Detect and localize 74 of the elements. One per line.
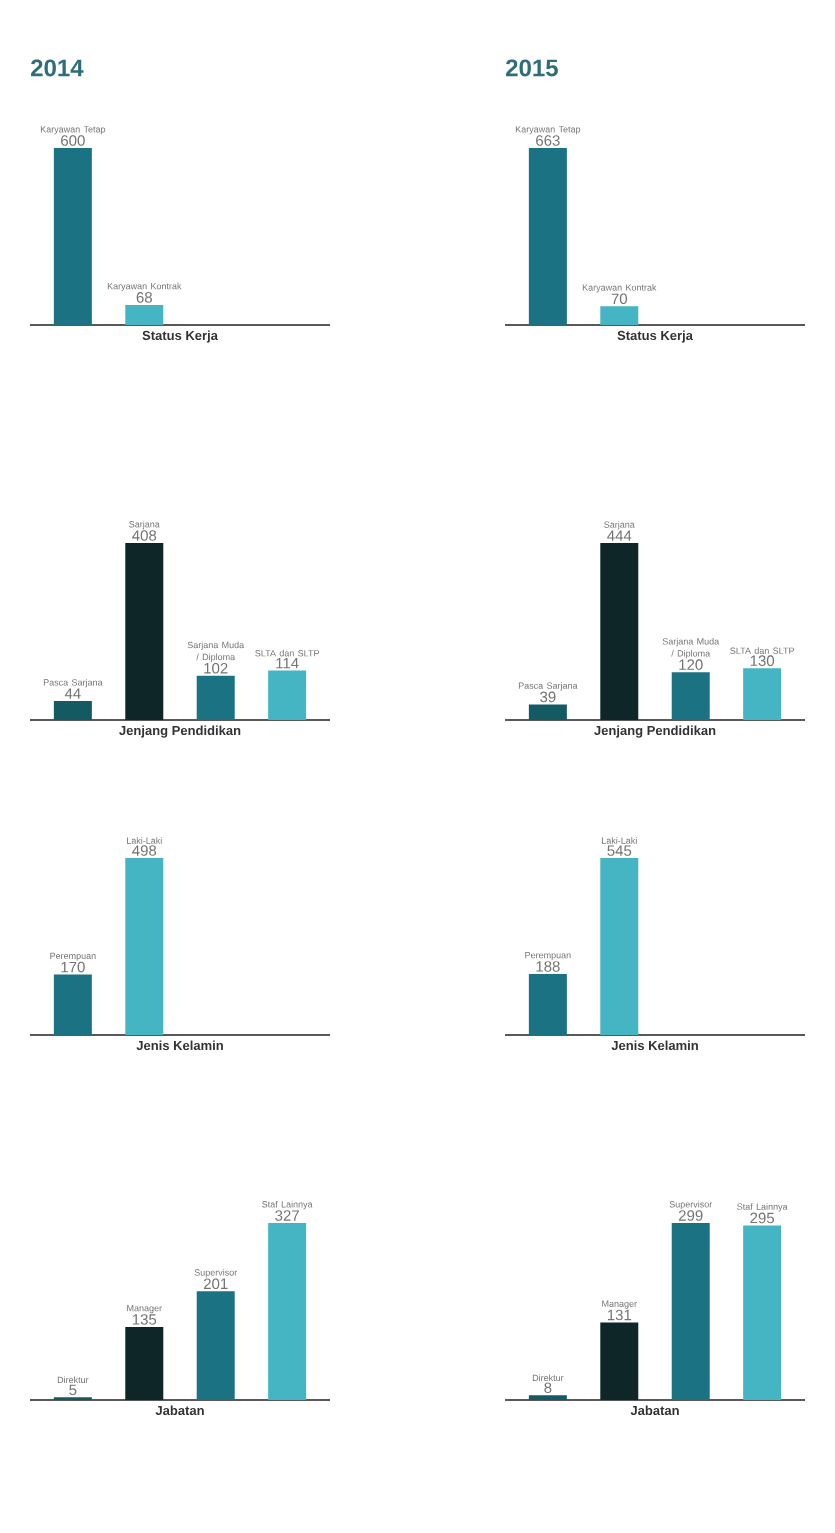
- x-tick-label: Direktur: [57, 1376, 89, 1384]
- bar: [196, 675, 235, 720]
- data-label: 68: [136, 292, 152, 303]
- bar: [125, 543, 164, 720]
- x-tick-label: Karyawan Tetap: [40, 126, 106, 135]
- x-tick-label: Karyawan Kontrak: [582, 284, 657, 293]
- x-axis-title: Jabatan: [155, 1405, 204, 1416]
- x-tick-label: Perempuan: [50, 952, 96, 961]
- x-tick-label: Staf Lainnya: [262, 1200, 313, 1210]
- bar: [743, 668, 782, 720]
- data-label: 498: [132, 845, 157, 856]
- bar: [743, 1225, 782, 1400]
- data-label: 114: [276, 658, 299, 669]
- data-label: 102: [204, 662, 228, 674]
- x-tick-label: Manager: [602, 1300, 637, 1309]
- x-tick-label: Staf Lainnya: [737, 1203, 788, 1212]
- data-label: 327: [275, 1210, 299, 1221]
- bar: [528, 704, 567, 720]
- x-axis-title: Status Kerja: [617, 330, 693, 343]
- chart-title: 2015: [506, 59, 558, 77]
- bar: [600, 1322, 639, 1400]
- x-tick-label: Pasca Sarjana: [43, 679, 103, 688]
- x-axis-title: Jenis Kelamin: [611, 1040, 698, 1051]
- x-tick-label: Sarjana Muda / Diploma: [662, 637, 720, 659]
- x-tick-label: SLTA dan SLTP: [255, 649, 320, 657]
- x-tick-label: Sarjana: [604, 521, 635, 530]
- bar: [671, 672, 710, 720]
- x-tick-label: Karyawan Kontrak: [107, 282, 182, 292]
- data-label: 545: [607, 845, 632, 856]
- bar: [600, 543, 639, 720]
- bar: [53, 1397, 92, 1400]
- x-axis-title: Jabatan: [630, 1405, 679, 1416]
- x-axis-title: Jenjang Pendidikan: [119, 725, 241, 738]
- x-tick-label: Sarjana: [129, 520, 160, 530]
- data-label: 44: [64, 688, 81, 699]
- bar: [268, 1223, 307, 1400]
- data-label: 408: [132, 530, 157, 541]
- x-tick-label: Laki-Laki: [602, 837, 637, 844]
- x-tick-label: Karyawan Tetap: [515, 126, 581, 135]
- x-axis-title: Jenjang Pendidikan: [594, 725, 716, 738]
- x-tick-label: Supervisor: [194, 1269, 238, 1278]
- x-axis-title: Jenis Kelamin: [136, 1040, 223, 1051]
- bar: [268, 670, 307, 720]
- x-tick-label: Pasca Sarjana: [518, 682, 578, 691]
- data-label: 663: [536, 135, 560, 146]
- data-label: 444: [607, 530, 632, 541]
- data-label: 130: [750, 655, 775, 666]
- x-tick-label: SLTA dan SLTP: [730, 647, 795, 654]
- bar: [671, 1223, 710, 1400]
- bar: [528, 1395, 567, 1400]
- data-label: 600: [61, 135, 85, 146]
- bar: [125, 1326, 164, 1400]
- data-label: 131: [607, 1309, 632, 1321]
- x-tick-label: Sarjana Muda / Diploma: [187, 641, 245, 662]
- x-tick-label: Manager: [127, 1305, 162, 1314]
- data-label: 201: [203, 1278, 228, 1290]
- data-label: 295: [750, 1212, 775, 1224]
- data-label: 299: [678, 1210, 703, 1221]
- x-tick-label: Perempuan: [525, 952, 571, 961]
- data-label: 135: [132, 1314, 157, 1325]
- x-tick-label: Supervisor: [669, 1200, 713, 1210]
- x-tick-label: Laki-Laki: [127, 837, 162, 844]
- x-axis-title: Status Kerja: [142, 330, 218, 343]
- data-label: 188: [536, 961, 560, 972]
- data-label: 8: [544, 1382, 552, 1394]
- data-label: 39: [540, 691, 556, 703]
- data-label: 5: [69, 1384, 77, 1396]
- data-label: 70: [611, 293, 628, 305]
- bar: [196, 1291, 235, 1400]
- bar: [53, 700, 92, 720]
- data-label: 120: [679, 659, 703, 670]
- data-label: 170: [61, 961, 85, 973]
- chart-title: 2014: [31, 59, 84, 77]
- x-tick-label: Direktur: [532, 1374, 564, 1382]
